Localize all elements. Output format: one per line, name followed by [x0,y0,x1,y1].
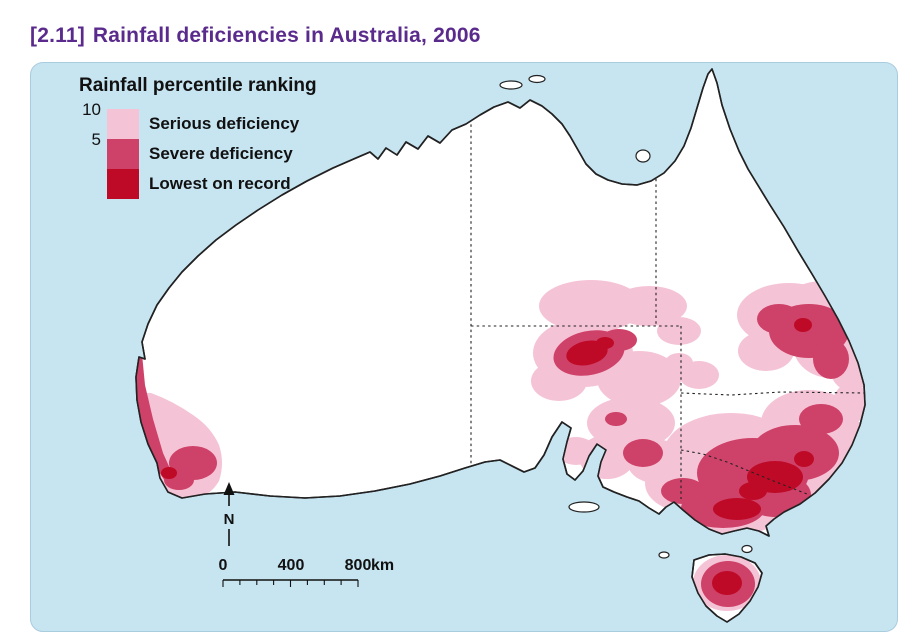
legend-swatch-severe [107,139,139,169]
scale-tick-0: 0 [219,557,228,574]
australia-map: N 0 400 800 km [135,68,866,623]
scale-bar: 0 400 800 km [219,557,394,587]
scale-tick-800: 800 [345,557,372,574]
legend-percentile-5: 5 [91,130,101,149]
north-arrow: N [223,482,235,546]
coastline-layer [135,68,866,623]
legend-item-severe: Severe deficiency [107,139,299,169]
figure-ref: [2.11] [30,24,85,48]
north-label: N [224,511,235,528]
legend-item-serious: Serious deficiency [107,109,299,139]
north-arrow-icon [223,482,235,495]
legend-title: Rainfall percentile ranking [79,75,317,96]
island [635,149,651,163]
state-borders [470,113,865,499]
figure-title: [2.11] Rainfall deficiencies in Australia… [30,24,481,48]
island [568,501,600,513]
legend-label-severe: Severe deficiency [149,144,293,163]
island [528,74,546,84]
legend-label-lowest: Lowest on record [149,174,291,193]
scale-unit: km [371,557,394,574]
island [499,80,523,90]
legend-percentile-10: 10 [82,100,101,119]
island [658,551,670,559]
scale-tick-400: 400 [278,557,305,574]
legend-percentile-scale: 10 5 [79,100,107,199]
map-panel: N 0 400 800 km Rainfall percentile ranki… [30,62,898,632]
figure-title-text: Rainfall deficiencies in Australia, 2006 [92,24,481,48]
legend-swatch-serious [107,109,139,139]
deficiency-lowest-layer [161,318,814,595]
legend-label-serious: Serious deficiency [149,114,300,133]
legend: Rainfall percentile ranking 10 5 Serious… [79,75,317,199]
island [741,544,753,554]
legend-swatch-lowest [107,169,139,199]
legend-item-lowest: Lowest on record [107,169,299,199]
